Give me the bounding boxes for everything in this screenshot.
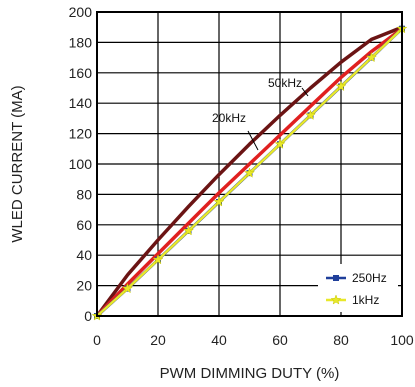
line-20khz	[95, 27, 404, 318]
series-50khz	[95, 25, 403, 318]
point-1khz	[274, 138, 286, 149]
legend-marker	[330, 294, 342, 305]
point-1khz	[152, 254, 164, 265]
y-tick-label: 80	[76, 186, 92, 202]
annotations: 50kHz 20kHz	[212, 76, 309, 151]
line-50khz	[95, 25, 403, 318]
point-1khz	[305, 109, 316, 120]
point-1khz	[366, 51, 377, 63]
y-tick-label: 160	[69, 65, 93, 81]
x-tick-label: 0	[93, 332, 101, 348]
plot-frame	[96, 11, 403, 317]
point-1khz	[213, 196, 225, 207]
legend-label: 1kHz	[352, 293, 379, 307]
legend-label: 250Hz	[352, 271, 387, 285]
legend-item-250hz: 250Hz	[326, 271, 387, 285]
y-tick-label: 120	[69, 126, 93, 142]
y-tick-label: 60	[76, 217, 92, 233]
y-tick-label: 0	[84, 308, 92, 324]
y-tick-label: 140	[69, 95, 93, 111]
legend-marker	[333, 275, 339, 281]
series-1khz	[91, 22, 408, 321]
annotation-leader	[247, 130, 259, 151]
point-1khz	[122, 282, 133, 294]
x-tick-label: 60	[272, 332, 288, 348]
point-1khz	[183, 225, 194, 236]
y-tick-label: 200	[69, 4, 93, 20]
legend-item-1khz: 1kHz	[326, 293, 379, 307]
series-layer	[91, 22, 408, 321]
y-tick-label: 180	[69, 34, 93, 50]
x-axis-title: PWM DIMMING DUTY (%)	[160, 365, 340, 382]
series-20khz	[95, 27, 404, 318]
annotation-label: 20kHz	[212, 111, 246, 125]
x-tick-label: 40	[211, 332, 227, 348]
x-tick-label: 20	[150, 332, 166, 348]
grid	[97, 12, 402, 316]
annotation-leader	[301, 87, 309, 97]
point-1khz	[244, 167, 255, 178]
y-tick-label: 40	[76, 247, 92, 263]
y-tick-label: 20	[76, 278, 92, 294]
x-tick-label: 100	[390, 332, 414, 348]
x-tick-label: 80	[333, 332, 349, 348]
legend-background	[318, 264, 398, 312]
tick-labels: 0 20 40 60 80 100 0 20 40 60 80 100 120 140 160 180 200	[69, 4, 414, 348]
y-axis-title: WLED CURRENT (MA)	[9, 85, 26, 242]
legend: 250Hz 1kHz	[318, 264, 398, 312]
annotation-label: 50kHz	[268, 76, 302, 90]
y-tick-label: 100	[69, 156, 93, 172]
point-1khz	[335, 80, 347, 92]
